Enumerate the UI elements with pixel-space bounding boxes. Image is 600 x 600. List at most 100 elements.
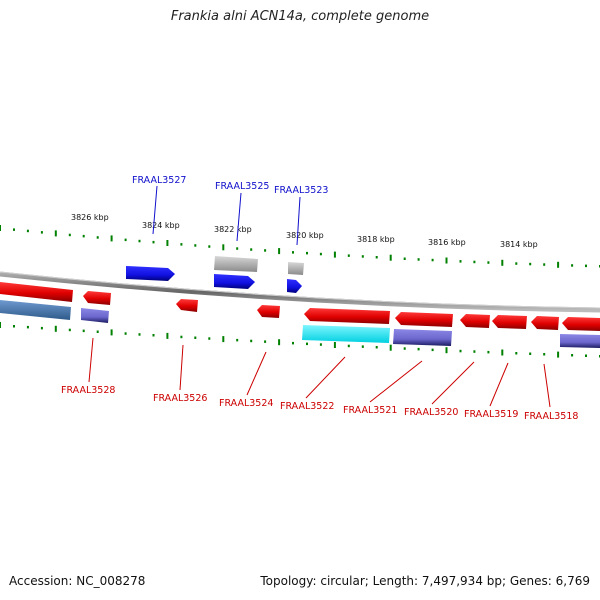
bottom-minor-tick [431, 348, 434, 352]
bottom-minor-tick [264, 340, 267, 343]
top-major-tick [557, 261, 560, 268]
top-major-tick [333, 251, 336, 258]
top-minor-tick [431, 258, 434, 262]
gene-red-3527b[interactable] [83, 291, 111, 305]
gene-fraal3525[interactable] [214, 274, 255, 289]
bottom-minor-tick [208, 337, 211, 340]
top-major-tick [0, 225, 1, 231]
label-fraal3523: FRAAL3523 [274, 185, 328, 196]
bottom-minor-tick [473, 350, 476, 353]
bottom-minor-tick [403, 347, 406, 350]
top-minor-tick [473, 260, 476, 264]
top-minor-tick [40, 231, 43, 234]
top-major-tick [54, 230, 57, 237]
top-minor-tick [264, 249, 267, 252]
top-minor-tick [417, 258, 420, 261]
gene-fraal3524[interactable] [257, 305, 280, 318]
gene-fraal3528[interactable] [0, 282, 73, 302]
gene-fraal3518[interactable] [562, 317, 600, 331]
top-minor-tick [124, 238, 127, 242]
gene-fraal3523[interactable] [287, 279, 302, 293]
accession-text: Accession: NC_008278 [9, 574, 146, 588]
top-minor-tick [571, 264, 574, 267]
bottom-minor-tick [306, 342, 308, 346]
bottom-major-tick [278, 339, 281, 346]
top-minor-tick [306, 251, 308, 255]
top-minor-tick [319, 252, 322, 256]
gene-fraal3518a[interactable] [531, 316, 559, 330]
bottom-minor-tick [529, 352, 532, 355]
top-minor-tick [585, 264, 587, 268]
top-minor-tick [26, 229, 29, 233]
map-title: Frankia alni ACN14a, complete genome [170, 9, 430, 24]
gene-fraal3521[interactable] [395, 312, 453, 327]
top-minor-tick [13, 228, 15, 231]
bottom-major-tick [445, 347, 448, 354]
top-minor-tick [347, 254, 350, 257]
ruler-label-3816: 3816 kbp [428, 238, 466, 247]
bottom-minor-tick [571, 354, 574, 357]
bottom-major-tick [166, 332, 169, 339]
top-minor-tick [375, 256, 378, 259]
gene-fraal3527[interactable] [126, 266, 175, 281]
bottom-minor-tick [417, 347, 420, 351]
top-minor-tick [361, 255, 364, 258]
gene-fraal3519[interactable] [492, 315, 527, 329]
label-fraal3521: FRAAL3521 [343, 405, 397, 416]
top-minor-tick [250, 248, 253, 251]
top-major-tick [166, 240, 169, 246]
ruler-label-3824: 3824 kbp [142, 221, 180, 230]
top-minor-tick [96, 236, 99, 239]
top-minor-tick [208, 245, 211, 248]
bottom-minor-tick [250, 339, 253, 343]
top-minor-tick [152, 240, 155, 244]
bottom-minor-tick [26, 325, 29, 329]
bottom-minor-tick [459, 349, 462, 353]
bottom-minor-tick [194, 336, 197, 339]
top-major-tick [278, 248, 281, 255]
top-minor-tick [487, 261, 490, 264]
top-major-tick [445, 257, 448, 264]
top-minor-tick [82, 234, 85, 238]
gene-fraal3522[interactable] [304, 308, 390, 324]
gene-fraal3526[interactable] [176, 299, 198, 312]
top-major-tick [389, 254, 392, 261]
bottom-minor-tick [68, 328, 71, 332]
top-minor-tick [515, 262, 518, 265]
feature-purple-3518 [560, 334, 600, 348]
bottom-minor-tick [375, 346, 378, 349]
top-minor-tick [529, 262, 532, 266]
gene-fraal3520[interactable] [460, 314, 490, 328]
ruler-label-3826: 3826 kbp [71, 213, 109, 222]
label-fraal3528: FRAAL3528 [61, 385, 115, 396]
bottom-minor-tick [487, 350, 490, 354]
top-minor-tick [138, 239, 141, 243]
feature-purple-3521 [393, 329, 452, 346]
bottom-minor-tick [152, 334, 155, 337]
ruler-label-3822: 3822 kbp [214, 225, 252, 234]
label-fraal3526: FRAAL3526 [153, 393, 207, 404]
bottom-minor-tick [82, 329, 85, 333]
bottom-major-tick [501, 349, 504, 356]
genome-backbone [0, 271, 600, 313]
bottom-major-tick [557, 351, 560, 358]
bottom-minor-tick [347, 344, 350, 348]
ruler-label-3814: 3814 kbp [500, 240, 538, 249]
top-minor-tick [292, 251, 294, 254]
feature-gray-3523 [288, 262, 304, 275]
top-minor-tick [180, 243, 183, 246]
feature-cyan-3522 [302, 325, 390, 343]
bottom-minor-tick [292, 341, 294, 345]
genome-summary-text: Topology: circular; Length: 7,497,934 bp… [260, 574, 590, 588]
label-fraal3518: FRAAL3518 [524, 411, 578, 422]
feature-gray-3525 [214, 256, 258, 272]
top-minor-tick [543, 263, 546, 266]
bottom-minor-tick [40, 326, 43, 330]
bottom-minor-tick [180, 335, 183, 339]
bottom-minor-tick [543, 353, 546, 356]
bottom-minor-tick [138, 333, 141, 336]
bottom-minor-tick [585, 354, 587, 357]
label-fraal3527: FRAAL3527 [132, 175, 186, 186]
bottom-minor-tick [515, 352, 518, 355]
